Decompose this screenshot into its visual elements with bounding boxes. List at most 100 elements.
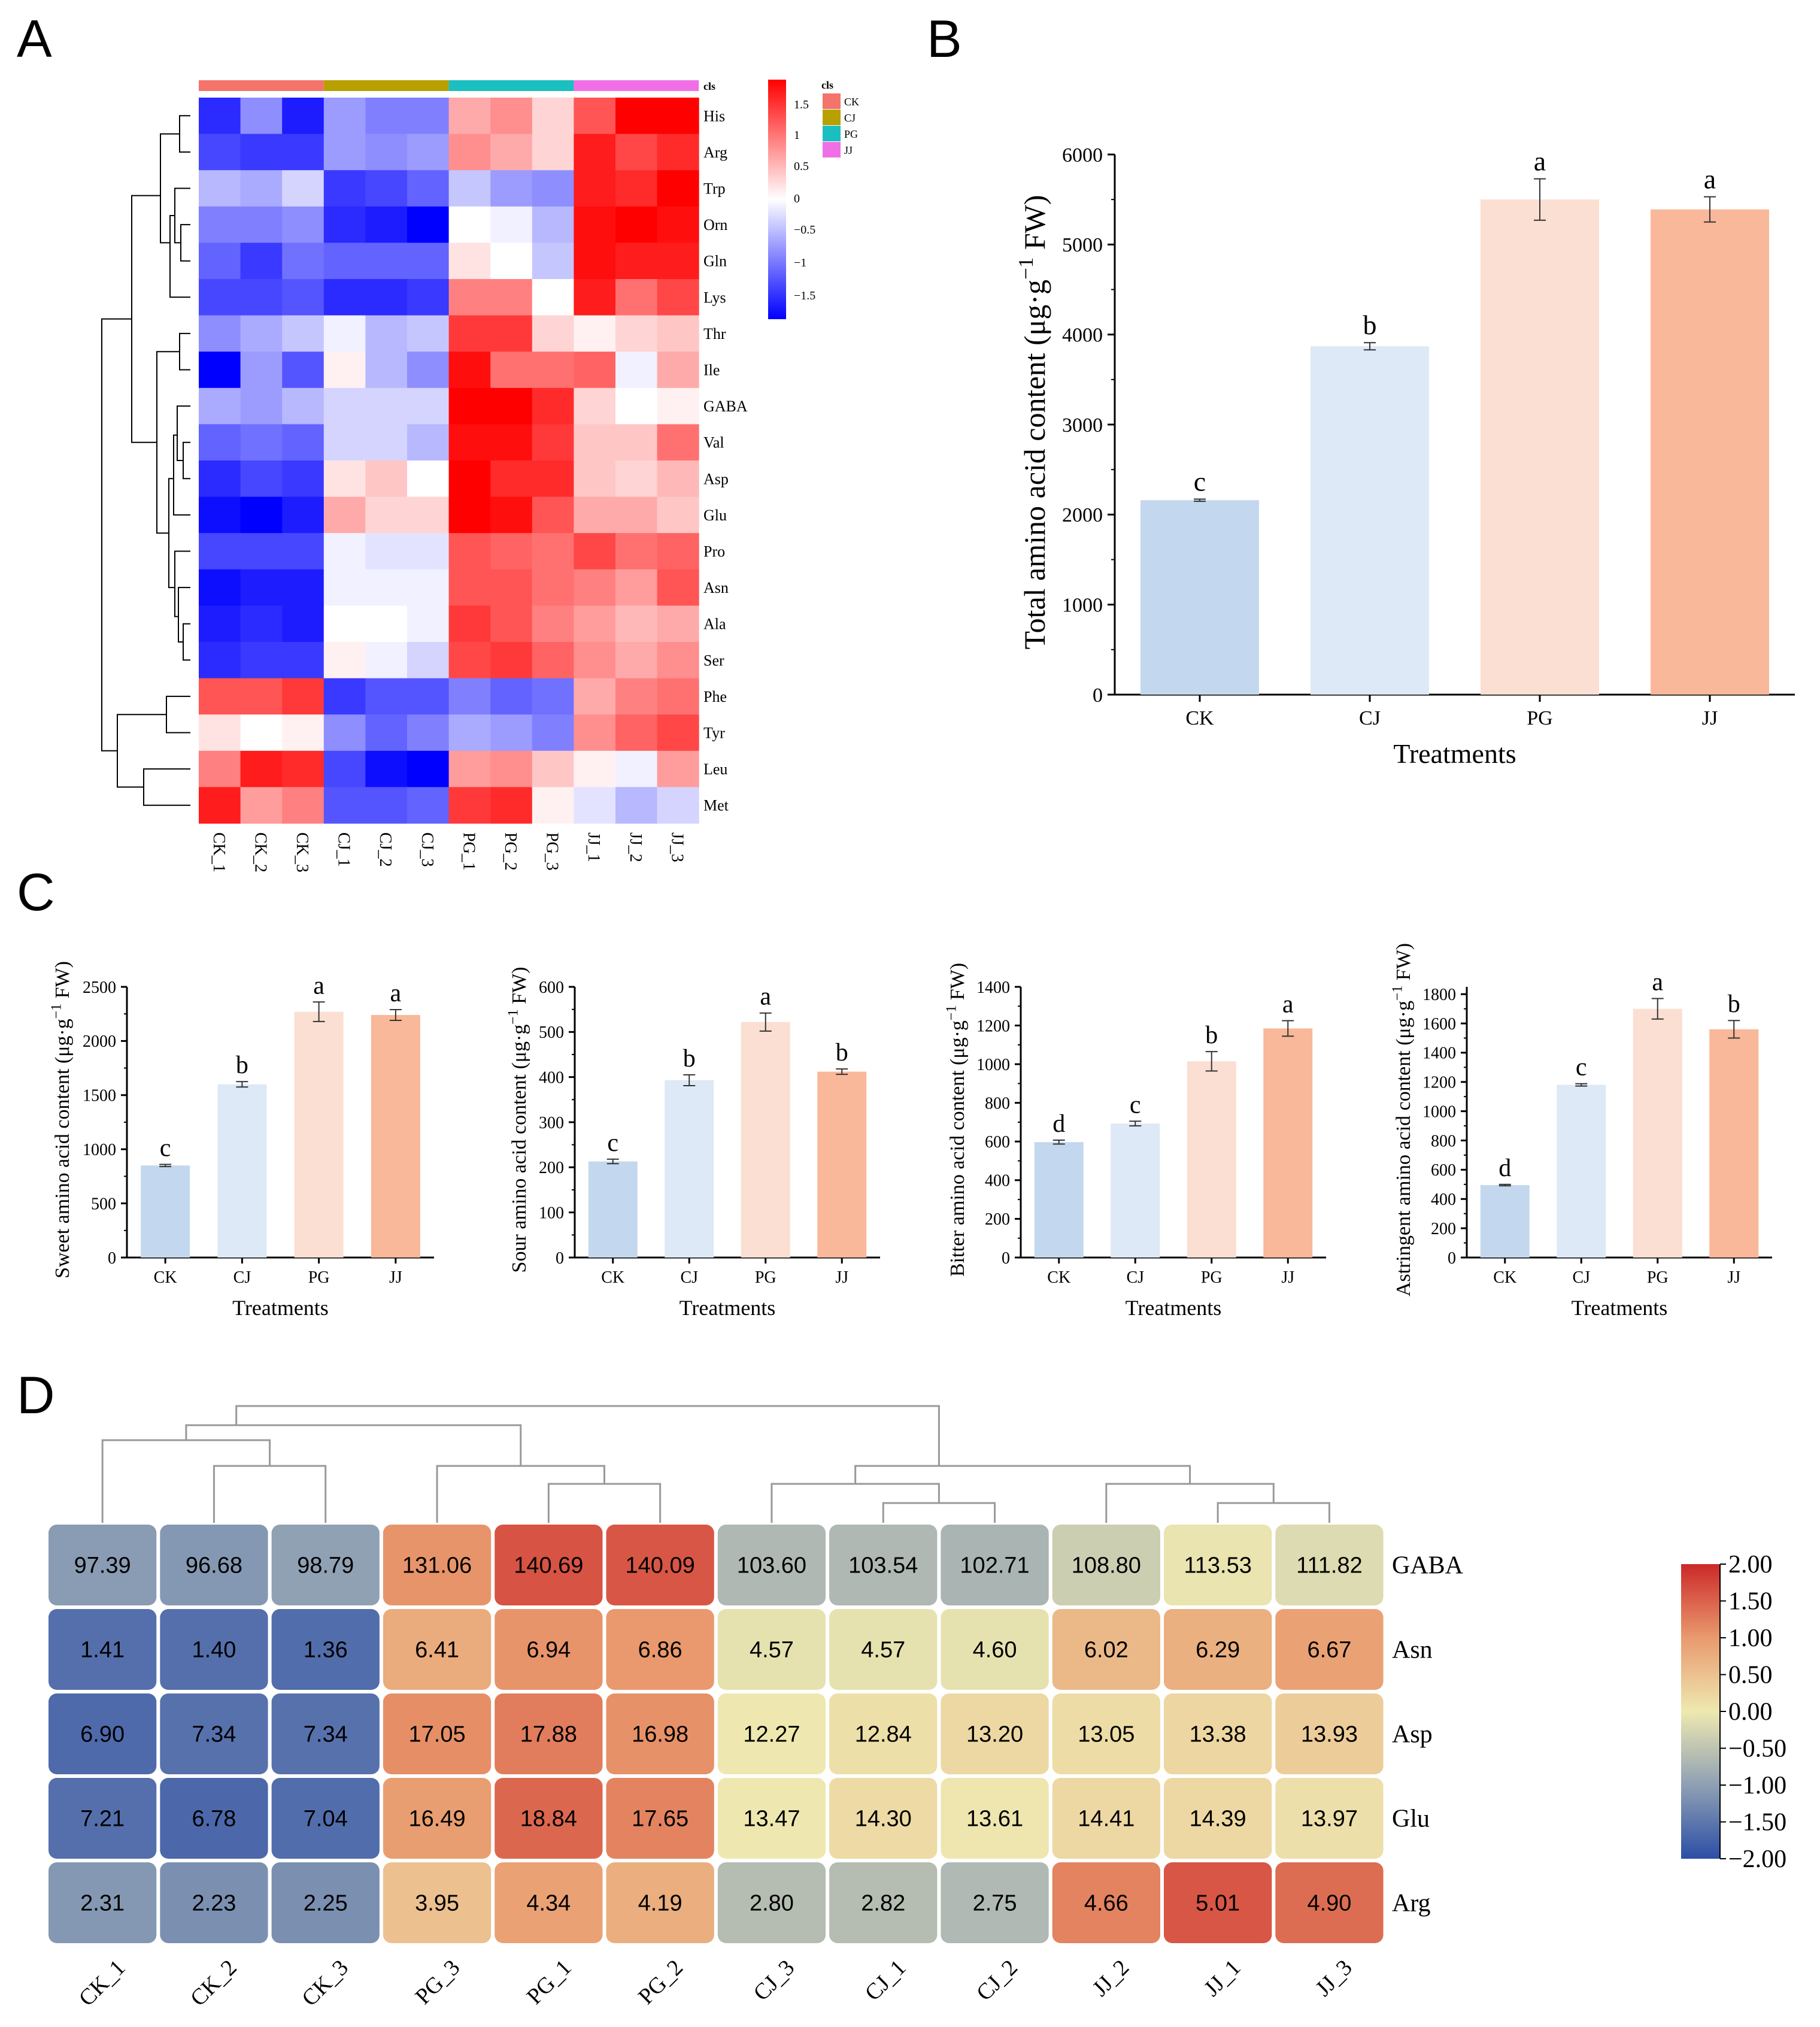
heatmap-cell bbox=[490, 279, 533, 316]
heatmap-cell bbox=[1164, 1862, 1272, 1943]
column-label: JJ_3 bbox=[1311, 1955, 1357, 2001]
heatmap-cell bbox=[829, 1862, 938, 1943]
heatmap-cell bbox=[407, 533, 450, 570]
heatmap-cell bbox=[1275, 1693, 1384, 1774]
heatmap-cell bbox=[199, 642, 241, 679]
significance-letter: a bbox=[760, 983, 771, 1011]
row-label-asp: Asp bbox=[1392, 1721, 1433, 1749]
heatmap-cell bbox=[532, 134, 574, 171]
row-label-val: Val bbox=[703, 434, 724, 452]
cell-value: 1.41 bbox=[80, 1638, 125, 1663]
y-axis-label-unit: FW) bbox=[508, 967, 530, 1010]
y-tick-label: 1600 bbox=[1422, 1015, 1456, 1034]
heatmap-cell bbox=[48, 1525, 157, 1605]
bar-jj bbox=[371, 1015, 420, 1258]
cell-value: 1.40 bbox=[192, 1638, 236, 1663]
error-bar bbox=[389, 1008, 402, 1022]
significance-letter: d bbox=[1499, 1155, 1511, 1182]
heatmap-cell bbox=[1164, 1693, 1272, 1774]
heatmap-cell bbox=[199, 750, 241, 787]
y-tick-label: 6000 bbox=[1062, 144, 1103, 166]
bar-cj bbox=[1557, 1084, 1606, 1258]
cell-value: 4.66 bbox=[1084, 1891, 1129, 1916]
row-label-pro: Pro bbox=[703, 543, 725, 560]
significance-letter: c bbox=[1194, 466, 1206, 496]
dendrogram-branch bbox=[882, 1502, 996, 1523]
heatmap-cell bbox=[941, 1525, 1049, 1605]
colorbar-tick-label: 1.5 bbox=[794, 98, 809, 111]
bar-jj bbox=[817, 1071, 867, 1258]
heatmap-cell bbox=[282, 569, 324, 606]
y-tick-label: 2500 bbox=[83, 978, 116, 997]
heatmap-cell bbox=[240, 279, 283, 316]
bar-pg bbox=[1481, 199, 1599, 695]
heatmap-cell bbox=[532, 533, 574, 570]
y-tick-label: 100 bbox=[539, 1204, 564, 1222]
y-tick-label: 0 bbox=[1093, 684, 1103, 707]
cell-value: 6.41 bbox=[415, 1638, 459, 1663]
colorbar-tick-label: 0.50 bbox=[1728, 1662, 1773, 1689]
heatmap-cell bbox=[448, 569, 491, 606]
panel-label-d: D bbox=[17, 1365, 55, 1425]
error-bar bbox=[1205, 1051, 1218, 1072]
heatmap-cell bbox=[407, 496, 450, 534]
y-tick-label: 1000 bbox=[976, 1056, 1010, 1074]
heatmap-cell bbox=[532, 605, 574, 643]
heatmap-cell bbox=[365, 315, 408, 352]
heatmap-cell bbox=[199, 243, 241, 280]
cell-value: 2.80 bbox=[750, 1891, 794, 1916]
heatmap-cell bbox=[240, 533, 283, 570]
cell-value: 113.53 bbox=[1184, 1553, 1251, 1578]
heatmap-cell bbox=[941, 1862, 1049, 1943]
heatmap-cell bbox=[615, 134, 658, 171]
row-label-met: Met bbox=[703, 797, 729, 814]
heatmap-cell bbox=[490, 678, 533, 715]
heatmap-cell bbox=[160, 1693, 268, 1774]
x-tick-label: CJ bbox=[680, 1268, 698, 1287]
heatmap-cell bbox=[240, 98, 283, 135]
heatmap-cell bbox=[448, 315, 491, 352]
heatmap-cell bbox=[323, 206, 366, 243]
heatmap-cell bbox=[615, 460, 658, 498]
heatmap-cell bbox=[574, 279, 616, 316]
cell-value: 6.90 bbox=[80, 1722, 125, 1747]
heatmap-cell bbox=[490, 787, 533, 824]
heatmap-cell bbox=[615, 98, 658, 135]
heatmap-cell bbox=[48, 1609, 157, 1690]
heatmap-cell bbox=[383, 1778, 492, 1859]
x-tick-label: PG bbox=[1527, 707, 1552, 729]
cell-value: 103.60 bbox=[737, 1553, 806, 1578]
heatmap-cell bbox=[532, 750, 574, 787]
cell-value: 3.95 bbox=[415, 1891, 459, 1916]
significance-letter: b bbox=[1728, 990, 1740, 1018]
error-bar bbox=[1728, 1020, 1740, 1039]
colorbar-tick-label: 2.00 bbox=[1728, 1551, 1773, 1578]
heatmap-cell bbox=[657, 569, 699, 606]
heatmap-cell bbox=[495, 1609, 603, 1690]
column-label: CJ_2 bbox=[376, 832, 395, 867]
y-tick-label: 1400 bbox=[1422, 1044, 1456, 1063]
heatmap-cell bbox=[657, 750, 699, 787]
y-tick-label: 400 bbox=[539, 1068, 564, 1087]
heatmap-cell bbox=[606, 1525, 714, 1605]
heatmap-cell bbox=[323, 134, 366, 171]
cell-value: 16.98 bbox=[632, 1722, 688, 1747]
heatmap-cell bbox=[657, 134, 699, 171]
heatmap-cell bbox=[240, 569, 283, 606]
heatmap-cell bbox=[240, 134, 283, 171]
heatmap-cell bbox=[574, 533, 616, 570]
significance-letter: a bbox=[1704, 164, 1716, 195]
significance-letter: b bbox=[836, 1039, 848, 1066]
heatmap-cell bbox=[407, 206, 450, 243]
heatmap-cell bbox=[240, 352, 283, 389]
heatmap-cell bbox=[574, 315, 616, 352]
heatmap-cell bbox=[657, 279, 699, 316]
row-label-ala: Ala bbox=[703, 616, 726, 633]
bar-jj bbox=[1651, 209, 1769, 695]
heatmap-cell bbox=[615, 569, 658, 606]
colorbar-tick-label: −1 bbox=[794, 256, 806, 269]
heatmap-cell bbox=[323, 787, 366, 824]
heatmap-cell bbox=[490, 569, 533, 606]
cell-value: 4.34 bbox=[526, 1891, 571, 1916]
heatmap-cell bbox=[199, 424, 241, 461]
